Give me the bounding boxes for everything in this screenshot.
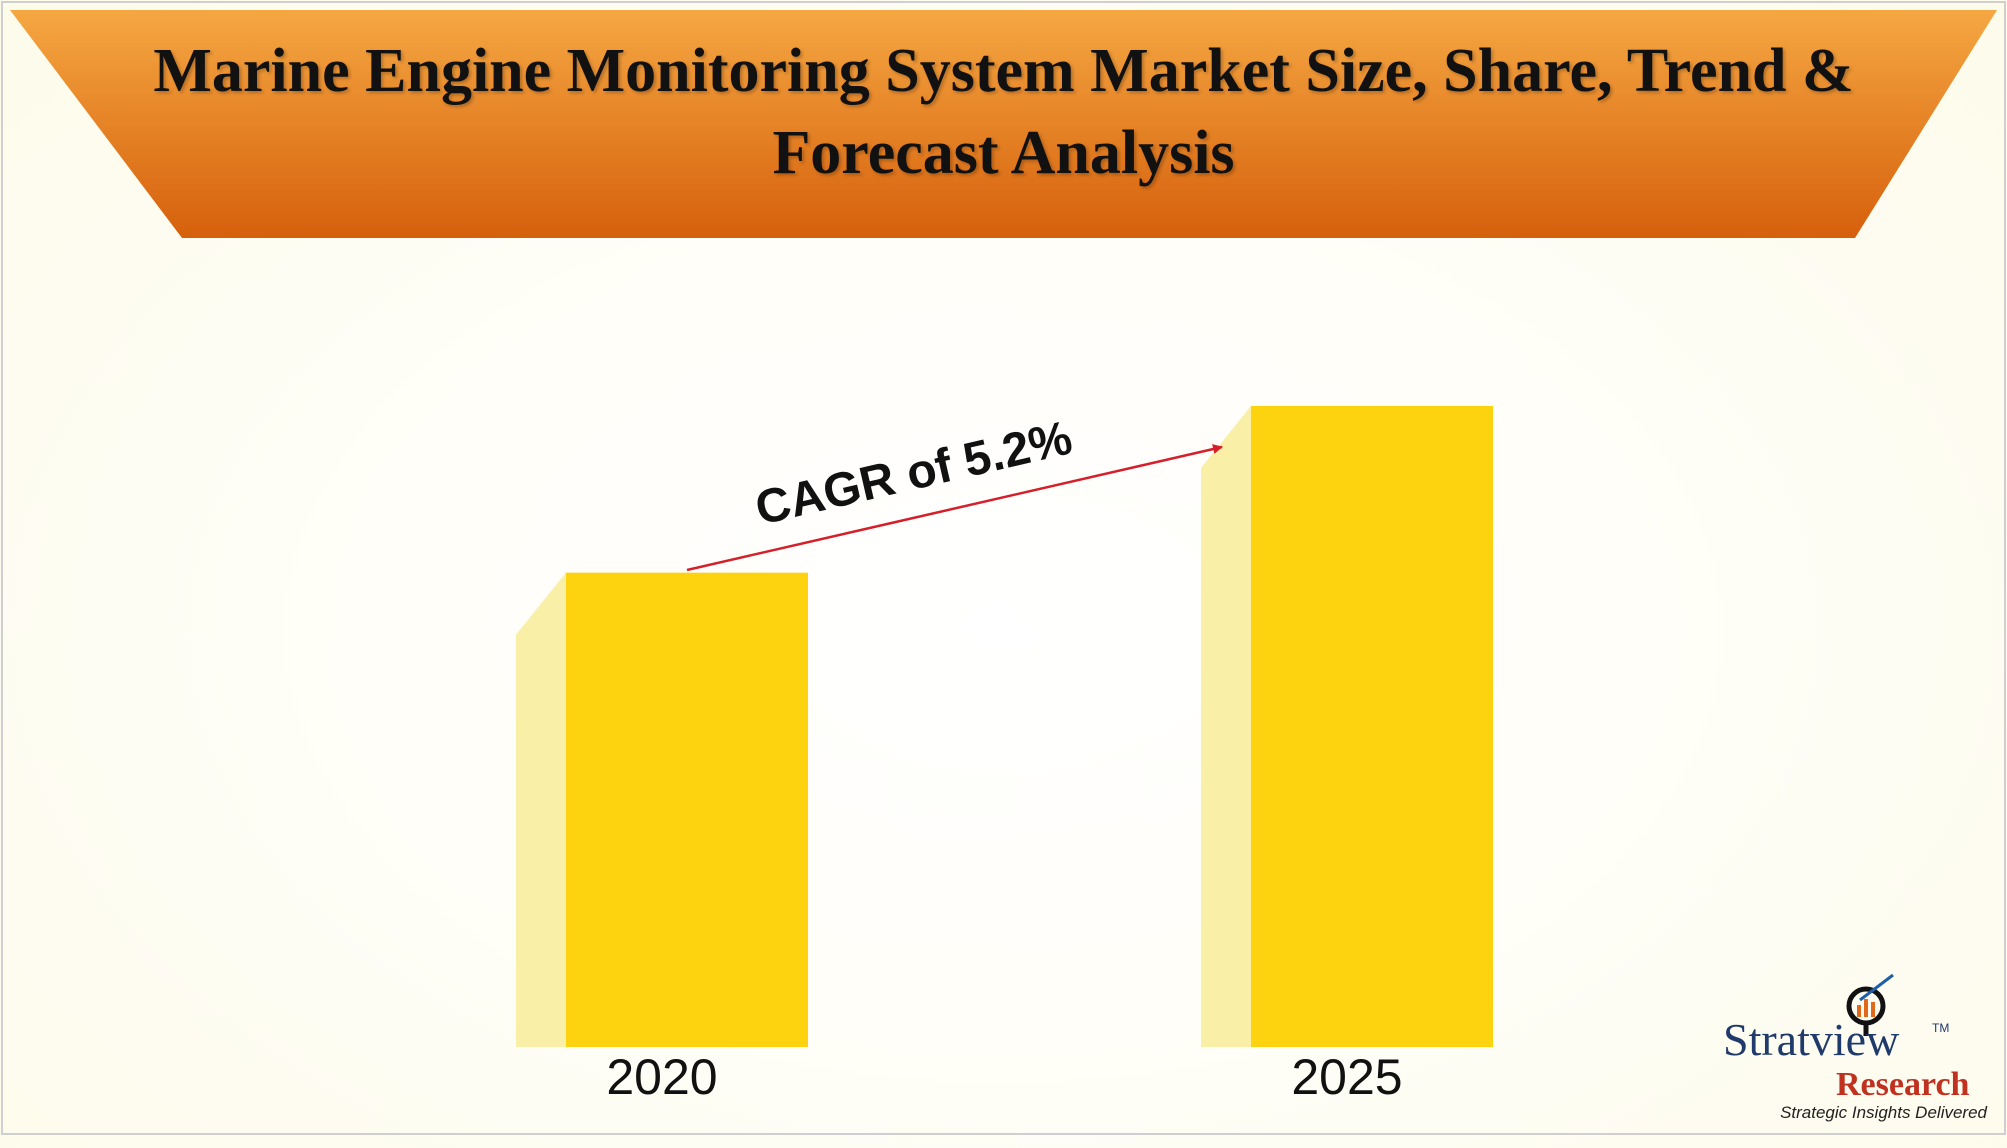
title-banner	[10, 10, 1997, 238]
logo-icon	[1859, 973, 1894, 1002]
logo-tm: TM	[1932, 1021, 1949, 1035]
logo-name: Stratview	[1723, 1014, 1900, 1065]
logo-icon	[1857, 1005, 1861, 1017]
logo-icon	[1871, 1002, 1875, 1017]
bar	[566, 572, 808, 1047]
bar	[1251, 406, 1493, 1047]
bar-side	[516, 572, 566, 1047]
bar-side	[1201, 406, 1251, 1047]
logo: Stratview TM Research Strategic Insights…	[1723, 973, 1988, 1122]
chart-title: Marine Engine Monitoring System Market S…	[153, 37, 1854, 187]
logo-tagline: Strategic Insights Delivered	[1780, 1103, 1987, 1122]
x-tick-label: 2020	[606, 1049, 717, 1105]
x-tick-label: 2025	[1291, 1049, 1402, 1105]
bars: 2020 2025	[516, 406, 1493, 1105]
logo-sub: Research	[1836, 1066, 1970, 1103]
logo-icon	[1864, 999, 1868, 1017]
cagr-arrow	[686, 444, 1223, 572]
